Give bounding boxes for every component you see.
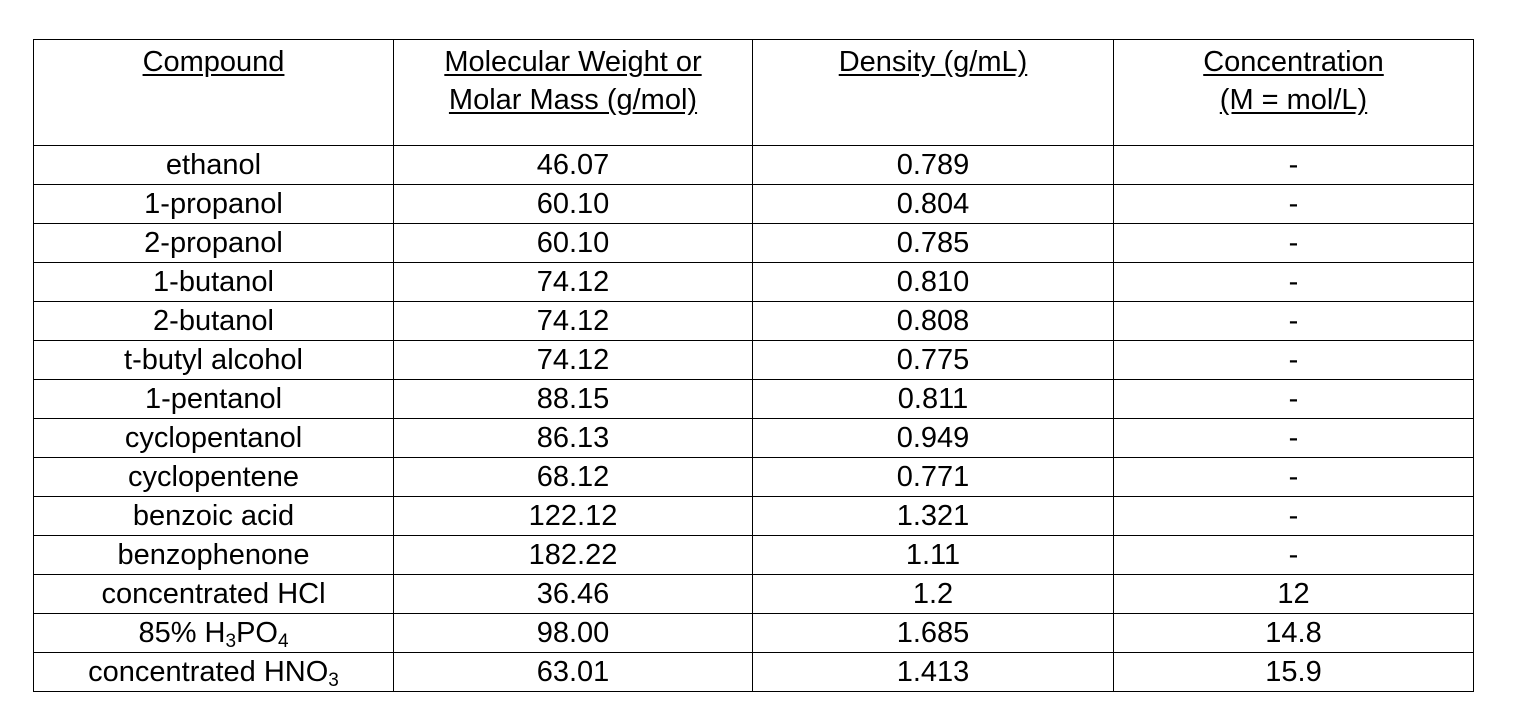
concentration-cell: - bbox=[1113, 496, 1474, 536]
header-compound: Compound bbox=[33, 39, 394, 146]
properties-table: Compound Molecular Weight or Molar Mass (… bbox=[33, 39, 1474, 692]
molar-mass-cell: 63.01 bbox=[393, 652, 753, 692]
concentration-cell: 15.9 bbox=[1113, 652, 1474, 692]
header-molar-mass-line2: Molar Mass (g/mol) bbox=[448, 84, 698, 116]
table-row: 1-butanol 74.12 0.810 - bbox=[33, 262, 1474, 302]
concentration-cell: - bbox=[1113, 262, 1474, 302]
compound-cell: benzophenone bbox=[33, 535, 394, 575]
compound-cell: 2-butanol bbox=[33, 301, 394, 341]
density-cell: 0.775 bbox=[752, 340, 1114, 380]
header-concentration-line2: (M = mol/L) bbox=[1219, 84, 1368, 116]
header-concentration-line1: Concentration bbox=[1203, 46, 1384, 78]
table-row: cyclopentene 68.12 0.771 - bbox=[33, 457, 1474, 497]
molar-mass-cell: 36.46 bbox=[393, 574, 753, 614]
concentration-cell: - bbox=[1113, 145, 1474, 185]
compound-cell: 1-pentanol bbox=[33, 379, 394, 419]
table-row: concentrated HNO3 63.01 1.413 15.9 bbox=[33, 652, 1474, 692]
table-row: 2-butanol 74.12 0.808 - bbox=[33, 301, 1474, 341]
concentration-cell: - bbox=[1113, 379, 1474, 419]
density-cell: 1.321 bbox=[752, 496, 1114, 536]
concentration-cell: - bbox=[1113, 457, 1474, 497]
density-cell: 1.2 bbox=[752, 574, 1114, 614]
molar-mass-cell: 86.13 bbox=[393, 418, 753, 458]
density-cell: 0.771 bbox=[752, 457, 1114, 497]
table-row: t-butyl alcohol 74.12 0.775 - bbox=[33, 340, 1474, 380]
concentration-cell: - bbox=[1113, 223, 1474, 263]
concentration-cell: - bbox=[1113, 535, 1474, 575]
concentration-cell: - bbox=[1113, 340, 1474, 380]
compound-cell: t-butyl alcohol bbox=[33, 340, 394, 380]
table-row: 85% H3PO4 98.00 1.685 14.8 bbox=[33, 613, 1474, 653]
formula-subscript: 3 bbox=[225, 631, 237, 652]
density-cell: 0.949 bbox=[752, 418, 1114, 458]
compound-cell: benzoic acid bbox=[33, 496, 394, 536]
concentration-cell: - bbox=[1113, 301, 1474, 341]
formula-subscript: 4 bbox=[277, 631, 289, 652]
compound-cell: 2-propanol bbox=[33, 223, 394, 263]
compound-cell: 85% H3PO4 bbox=[33, 613, 394, 653]
density-cell: 0.811 bbox=[752, 379, 1114, 419]
concentration-cell: 14.8 bbox=[1113, 613, 1474, 653]
molar-mass-cell: 88.15 bbox=[393, 379, 753, 419]
table-row: benzoic acid 122.12 1.321 - bbox=[33, 496, 1474, 536]
compound-formula-part: concentrated HNO bbox=[88, 656, 329, 688]
table-row: concentrated HCl 36.46 1.2 12 bbox=[33, 574, 1474, 614]
compound-cell: 1-propanol bbox=[33, 184, 394, 224]
density-cell: 1.413 bbox=[752, 652, 1114, 692]
table-row: cyclopentanol 86.13 0.949 - bbox=[33, 418, 1474, 458]
molar-mass-cell: 182.22 bbox=[393, 535, 753, 575]
compound-cell: cyclopentanol bbox=[33, 418, 394, 458]
compound-formula-part: 85% H bbox=[138, 617, 226, 649]
molar-mass-cell: 68.12 bbox=[393, 457, 753, 497]
molar-mass-cell: 46.07 bbox=[393, 145, 753, 185]
molar-mass-cell: 60.10 bbox=[393, 184, 753, 224]
molar-mass-cell: 74.12 bbox=[393, 340, 753, 380]
compound-cell: cyclopentene bbox=[33, 457, 394, 497]
molar-mass-cell: 60.10 bbox=[393, 223, 753, 263]
density-cell: 0.804 bbox=[752, 184, 1114, 224]
density-cell: 0.785 bbox=[752, 223, 1114, 263]
molar-mass-cell: 74.12 bbox=[393, 262, 753, 302]
molar-mass-cell: 98.00 bbox=[393, 613, 753, 653]
compound-cell: concentrated HCl bbox=[33, 574, 394, 614]
molar-mass-cell: 122.12 bbox=[393, 496, 753, 536]
header-row: Compound Molecular Weight or Molar Mass (… bbox=[33, 39, 1474, 146]
table-row: 1-propanol 60.10 0.804 - bbox=[33, 184, 1474, 224]
compound-formula-part: PO bbox=[236, 617, 278, 649]
compound-cell: ethanol bbox=[33, 145, 394, 185]
density-cell: 1.685 bbox=[752, 613, 1114, 653]
header-density: Density (g/mL) bbox=[752, 39, 1114, 146]
concentration-cell: - bbox=[1113, 418, 1474, 458]
concentration-cell: - bbox=[1113, 184, 1474, 224]
density-cell: 0.810 bbox=[752, 262, 1114, 302]
formula-subscript: 3 bbox=[328, 670, 339, 691]
compound-cell: concentrated HNO3 bbox=[33, 652, 394, 692]
compound-cell: 1-butanol bbox=[33, 262, 394, 302]
table-row: 1-pentanol 88.15 0.811 - bbox=[33, 379, 1474, 419]
header-compound-label: Compound bbox=[142, 46, 285, 78]
table-row: ethanol 46.07 0.789 - bbox=[33, 145, 1474, 185]
header-molar-mass: Molecular Weight or Molar Mass (g/mol) bbox=[393, 39, 753, 146]
table-row: 2-propanol 60.10 0.785 - bbox=[33, 223, 1474, 263]
header-molar-mass-line1: Molecular Weight or bbox=[444, 46, 702, 78]
density-cell: 0.808 bbox=[752, 301, 1114, 341]
concentration-cell: 12 bbox=[1113, 574, 1474, 614]
density-cell: 1.11 bbox=[752, 535, 1114, 575]
header-density-label: Density (g/mL) bbox=[838, 46, 1028, 78]
header-concentration: Concentration (M = mol/L) bbox=[1113, 39, 1474, 146]
table-row: benzophenone 182.22 1.11 - bbox=[33, 535, 1474, 575]
density-cell: 0.789 bbox=[752, 145, 1114, 185]
molar-mass-cell: 74.12 bbox=[393, 301, 753, 341]
